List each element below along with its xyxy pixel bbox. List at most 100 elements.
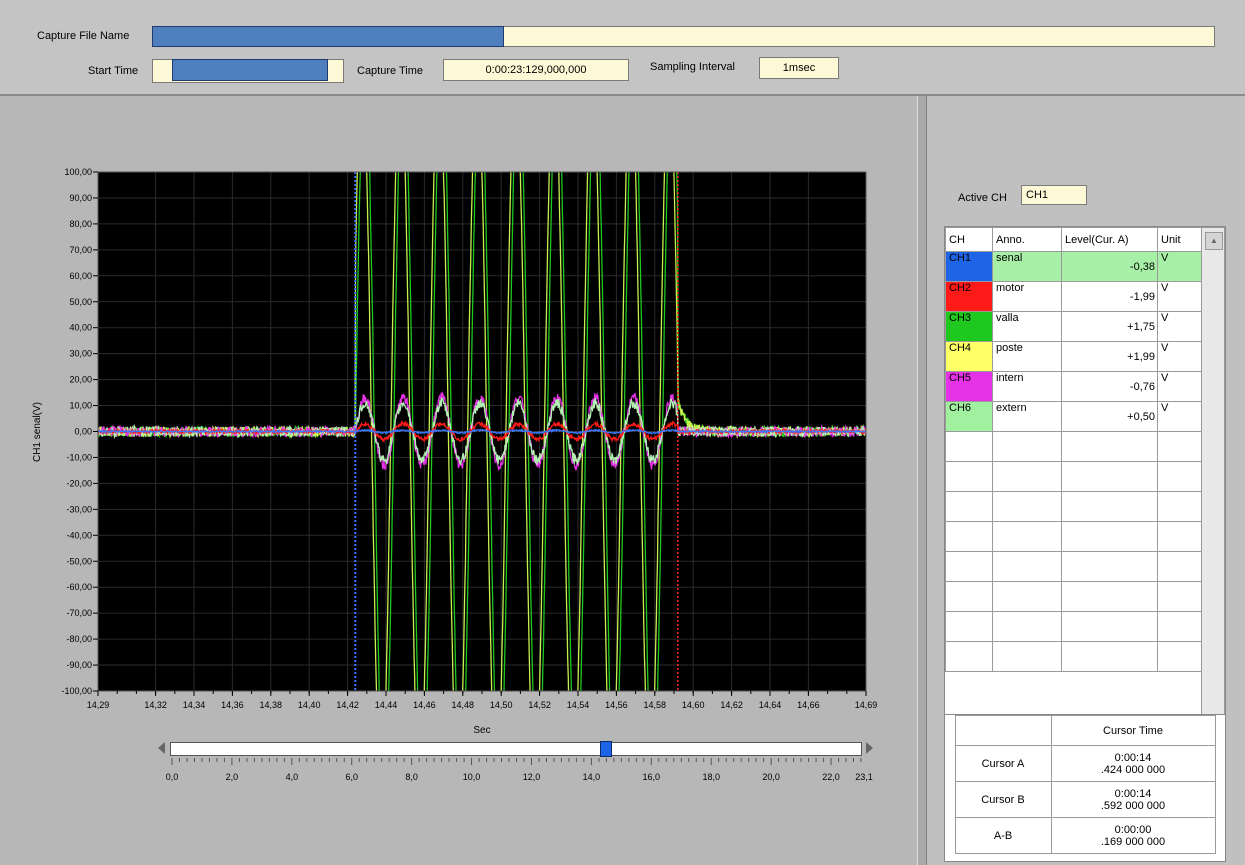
x-tick-label: 14,40 — [298, 700, 321, 710]
y-tick-label: -100,00 — [61, 686, 92, 696]
channel-table: CH Anno. Level(Cur. A) Unit CH1 senal -0,3… — [945, 227, 1202, 672]
time-slider[interactable] — [158, 740, 874, 760]
sampling-interval-field[interactable]: 1msec — [759, 57, 839, 79]
y-tick-label: 10,00 — [69, 401, 92, 411]
empty-cell — [945, 461, 993, 492]
empty-cell — [1157, 611, 1202, 642]
cursor-diff-time-line1: 0:00:00 — [1114, 823, 1152, 836]
channel-annotation: extern — [992, 401, 1062, 432]
cursor-b-label: Cursor B — [954, 781, 1052, 818]
channel-level: +1,75 — [1061, 311, 1158, 342]
waveform-chart[interactable]: 100,00 90,00 80,00 70,00 60,00 50,00 40,00 30,0… — [0, 0, 915, 865]
slider-tick-label: 14,0 — [583, 772, 601, 782]
cursor-b-time-line2: .592 000 000 — [1100, 799, 1166, 812]
channel-id: CH2 — [945, 281, 993, 312]
active-ch-field[interactable]: CH1 — [1021, 185, 1087, 205]
channel-id: CH6 — [945, 401, 993, 432]
y-tick-label: -90,00 — [66, 660, 92, 670]
channel-annotation: poste — [992, 341, 1062, 372]
channel-table-scrollbar[interactable]: ▲ ▼ — [1201, 227, 1225, 777]
cursor-b-time: 0:00:14.592 000 000 — [1050, 781, 1216, 818]
channel-level: -0,38 — [1061, 251, 1158, 282]
channel-unit: V — [1157, 311, 1202, 342]
empty-cell — [1157, 551, 1202, 582]
y-tick-label: -80,00 — [66, 634, 92, 644]
channel-table-container: CH Anno. Level(Cur. A) Unit CH1 senal -0,3… — [944, 226, 1226, 778]
start-time-progress — [172, 59, 328, 81]
channel-table-header: CH Anno. Level(Cur. A) Unit — [945, 227, 1202, 252]
channel-row-empty — [945, 521, 1202, 552]
capture-file-name-label: Capture File Name — [37, 30, 130, 42]
cursor-a-time-line1: 0:00:14 — [1114, 751, 1152, 764]
x-tick-label: 14,48 — [452, 700, 475, 710]
channel-id: CH5 — [945, 371, 993, 402]
empty-cell — [1061, 551, 1158, 582]
cursor-diff-time: 0:00:00.169 000 000 — [1050, 817, 1216, 854]
empty-cell — [1061, 611, 1158, 642]
empty-cell — [992, 491, 1062, 522]
channel-annotation: senal — [992, 251, 1062, 282]
cursor-a-label: Cursor A — [954, 745, 1052, 782]
slider-tick-label: 23,1 — [855, 772, 873, 782]
empty-cell — [992, 581, 1062, 612]
y-tick-label: -40,00 — [66, 530, 92, 540]
slider-tick-label: 20,0 — [762, 772, 780, 782]
cursor-diff-time-line2: .169 000 000 — [1100, 835, 1166, 848]
channel-row-empty — [945, 641, 1202, 672]
capture-time-field[interactable]: 0:00:23:129,000,000 — [443, 59, 629, 81]
channel-id: CH3 — [945, 311, 993, 342]
y-tick-label: 60,00 — [69, 271, 92, 281]
x-tick-label: 14,52 — [528, 700, 551, 710]
scroll-up-button[interactable]: ▲ — [1205, 232, 1223, 250]
slider-tick-label: 10,0 — [463, 772, 481, 782]
panel-splitter[interactable] — [917, 96, 927, 865]
cursor-table-corner — [954, 715, 1052, 746]
slider-right-arrow[interactable] — [866, 742, 873, 754]
slider-tick-label: 12,0 — [523, 772, 541, 782]
slider-track[interactable] — [170, 742, 862, 756]
cursor-diff-label: A-B — [954, 817, 1052, 854]
x-tick-label: 14,36 — [221, 700, 244, 710]
channel-row-empty — [945, 431, 1202, 462]
slider-tick-label: 18,0 — [702, 772, 720, 782]
channel-level: -1,99 — [1061, 281, 1158, 312]
y-tick-label: 70,00 — [69, 245, 92, 255]
channel-unit: V — [1157, 401, 1202, 432]
empty-cell — [992, 611, 1062, 642]
empty-cell — [1061, 491, 1158, 522]
slider-tick-label: 6,0 — [345, 772, 358, 782]
channel-row-empty — [945, 611, 1202, 642]
start-time-label: Start Time — [88, 65, 139, 77]
empty-cell — [945, 641, 993, 672]
x-tick-label: 14,60 — [682, 700, 705, 710]
channel-row[interactable]: CH6 extern +0,50 V — [945, 401, 1202, 432]
x-tick-label: 14,66 — [797, 700, 820, 710]
info-panel: Active CH CH1 CH Anno. Level(Cur. A) Uni… — [927, 96, 1245, 865]
channel-unit: V — [1157, 281, 1202, 312]
slider-thumb[interactable] — [600, 741, 613, 757]
empty-cell — [992, 431, 1062, 462]
col-header-ch: CH — [945, 227, 993, 252]
x-tick-label: 14,29 — [87, 700, 110, 710]
x-tick-label: 14,46 — [413, 700, 436, 710]
channel-row[interactable]: CH1 senal -0,38 V — [945, 251, 1202, 282]
y-tick-label: -70,00 — [66, 608, 92, 618]
empty-cell — [992, 641, 1062, 672]
slider-left-arrow[interactable] — [158, 742, 165, 754]
channel-row[interactable]: CH4 poste +1,99 V — [945, 341, 1202, 372]
cursor-time-header: Cursor Time — [1050, 715, 1216, 746]
channel-row[interactable]: CH3 valla +1,75 V — [945, 311, 1202, 342]
col-header-level: Level(Cur. A) — [1061, 227, 1158, 252]
channel-row[interactable]: CH5 intern -0,76 V — [945, 371, 1202, 402]
col-header-unit: Unit — [1157, 227, 1202, 252]
empty-cell — [945, 551, 993, 582]
empty-cell — [1157, 461, 1202, 492]
x-tick-label: 14,54 — [567, 700, 590, 710]
channel-row[interactable]: CH2 motor -1,99 V — [945, 281, 1202, 312]
empty-cell — [945, 611, 993, 642]
cursor-a-time: 0:00:14.424 000 000 — [1050, 745, 1216, 782]
y-tick-label: -30,00 — [66, 504, 92, 514]
empty-cell — [992, 521, 1062, 552]
y-tick-label: -10,00 — [66, 452, 92, 462]
empty-cell — [1157, 521, 1202, 552]
